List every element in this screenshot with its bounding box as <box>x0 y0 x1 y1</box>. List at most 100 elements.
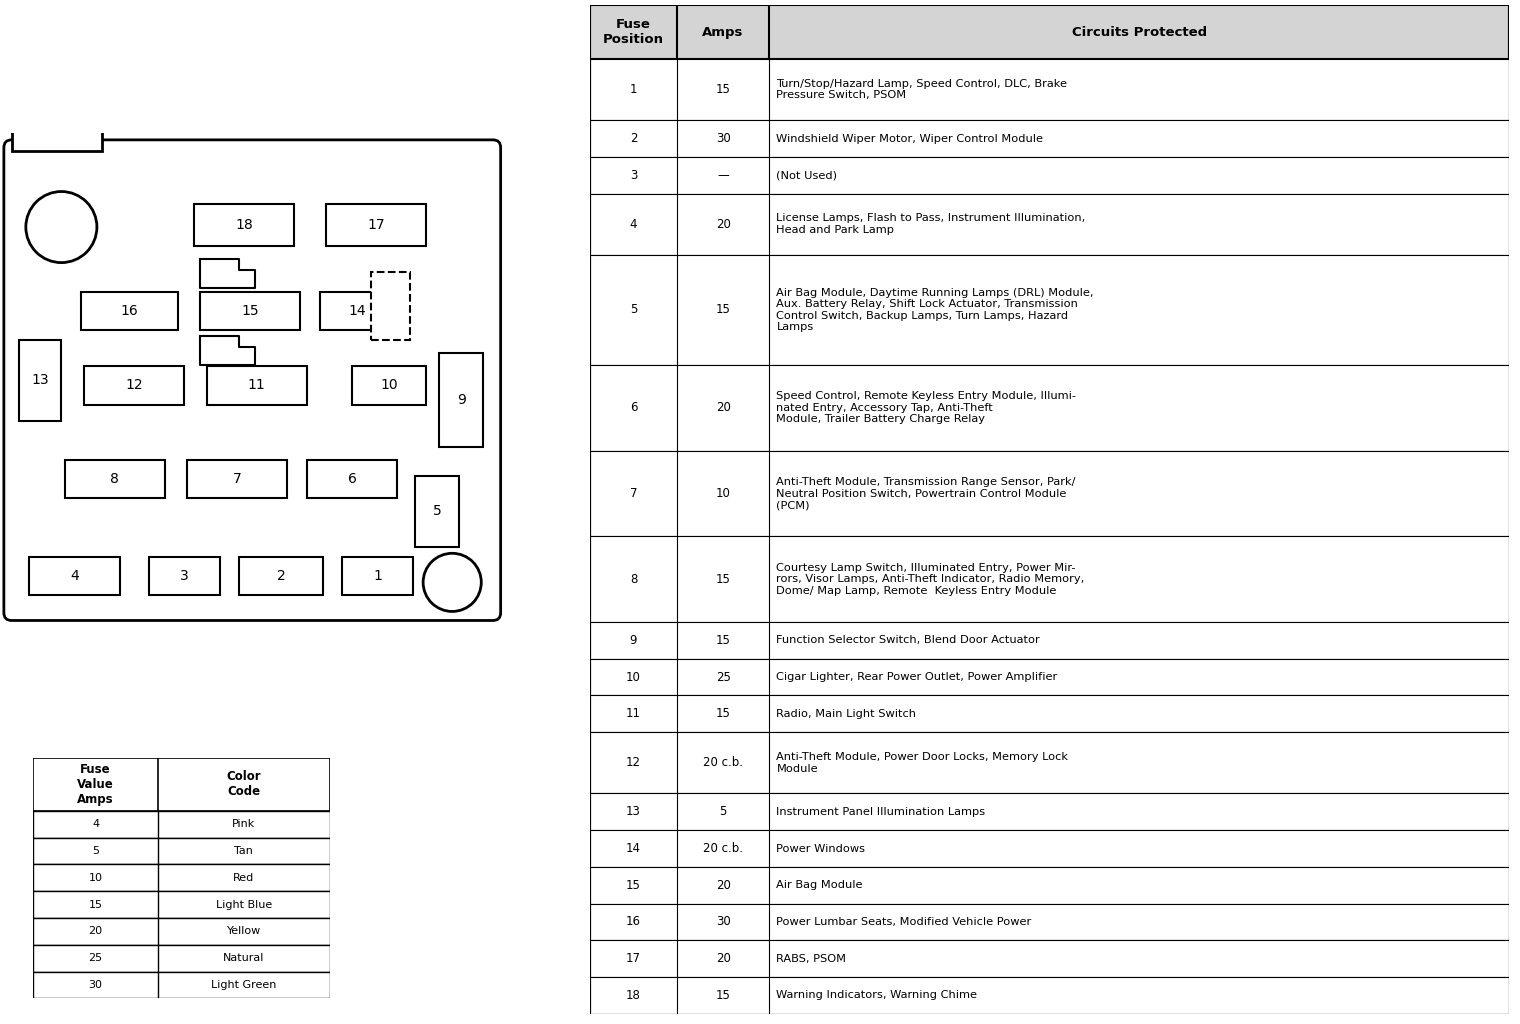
Bar <box>33 891 330 918</box>
Text: 6: 6 <box>348 472 357 486</box>
Text: License Lamps, Flash to Pass, Instrument Illumination,
Head and Park Lamp: License Lamps, Flash to Pass, Instrument… <box>777 213 1085 236</box>
Text: Amps: Amps <box>702 26 743 39</box>
Text: 16: 16 <box>120 304 138 318</box>
Bar <box>439 353 483 446</box>
Text: 15: 15 <box>716 989 731 1001</box>
Text: 13: 13 <box>32 374 49 387</box>
Text: Power Windows: Power Windows <box>777 844 865 854</box>
Text: 15: 15 <box>626 879 641 892</box>
Text: 15: 15 <box>716 83 731 96</box>
Bar <box>33 758 330 811</box>
Text: Radio, Main Light Switch: Radio, Main Light Switch <box>777 709 917 719</box>
Bar <box>590 157 1509 194</box>
Bar <box>415 476 459 547</box>
Bar <box>193 205 293 247</box>
Text: 20: 20 <box>716 952 731 966</box>
Bar <box>590 658 1509 695</box>
Text: 15: 15 <box>88 899 103 909</box>
Text: 17: 17 <box>626 952 641 966</box>
Text: 8: 8 <box>111 472 119 486</box>
Bar <box>590 120 1509 157</box>
Text: 20: 20 <box>716 879 731 892</box>
Bar <box>590 794 1509 830</box>
Bar <box>590 732 1509 794</box>
Text: —: — <box>717 169 730 182</box>
Text: Speed Control, Remote Keyless Entry Module, Illumi-
nated Entry, Accessory Tap, : Speed Control, Remote Keyless Entry Modu… <box>777 391 1076 424</box>
Text: 11: 11 <box>248 378 266 392</box>
Text: 14: 14 <box>348 304 366 318</box>
Text: 25: 25 <box>88 953 103 964</box>
Text: Yellow: Yellow <box>226 927 261 936</box>
Bar <box>149 556 220 595</box>
Text: 5: 5 <box>719 805 727 818</box>
Text: 18: 18 <box>626 989 641 1001</box>
Bar <box>64 460 164 499</box>
Text: 15: 15 <box>242 304 258 318</box>
Bar <box>20 340 61 421</box>
Text: Courtesy Lamp Switch, Illuminated Entry, Power Mir-
rors, Visor Lamps, Anti-Thef: Courtesy Lamp Switch, Illuminated Entry,… <box>777 562 1085 596</box>
Text: 16: 16 <box>626 915 641 929</box>
Text: 10: 10 <box>716 487 731 500</box>
Bar <box>590 695 1509 732</box>
Bar <box>371 272 410 340</box>
Text: 9: 9 <box>458 393 465 407</box>
Circle shape <box>423 553 482 611</box>
Text: 20 c.b.: 20 c.b. <box>704 842 743 855</box>
Text: 18: 18 <box>236 218 252 232</box>
Bar <box>81 292 178 331</box>
Bar <box>33 945 330 972</box>
Text: Anti-Theft Module, Transmission Range Sensor, Park/
Neutral Position Switch, Pow: Anti-Theft Module, Transmission Range Se… <box>777 477 1076 510</box>
Text: 15: 15 <box>716 708 731 720</box>
Text: 2: 2 <box>629 132 637 145</box>
Text: 3: 3 <box>179 569 188 583</box>
Bar <box>590 365 1509 451</box>
Text: 5: 5 <box>433 504 442 518</box>
Text: 15: 15 <box>716 634 731 647</box>
Text: Fuse
Position: Fuse Position <box>603 18 664 46</box>
Text: 30: 30 <box>88 980 103 990</box>
Text: 4: 4 <box>70 569 79 583</box>
Text: Color
Code: Color Code <box>226 770 261 799</box>
Text: 10: 10 <box>626 671 641 684</box>
Text: 10: 10 <box>380 378 398 392</box>
Text: Red: Red <box>233 872 254 883</box>
Text: 9: 9 <box>629 634 637 647</box>
Text: Air Bag Module: Air Bag Module <box>777 881 863 890</box>
Bar <box>590 59 1509 120</box>
Bar <box>33 972 330 998</box>
Text: 3: 3 <box>629 169 637 182</box>
Bar <box>590 537 1509 622</box>
Text: 12: 12 <box>626 757 641 769</box>
Bar <box>590 903 1509 940</box>
Bar <box>84 366 184 404</box>
FancyBboxPatch shape <box>5 140 500 621</box>
Text: 5: 5 <box>93 846 99 856</box>
Text: 20 c.b.: 20 c.b. <box>704 757 743 769</box>
Bar <box>29 556 120 595</box>
Bar <box>327 205 426 247</box>
Text: 2: 2 <box>277 569 286 583</box>
Bar <box>342 556 413 595</box>
Text: 4: 4 <box>93 819 99 829</box>
Bar <box>590 867 1509 903</box>
Text: 30: 30 <box>716 915 731 929</box>
Text: Function Selector Switch, Blend Door Actuator: Function Selector Switch, Blend Door Act… <box>777 636 1040 645</box>
Bar <box>307 460 397 499</box>
Bar <box>239 556 322 595</box>
Bar <box>207 366 307 404</box>
Text: 7: 7 <box>233 472 242 486</box>
Text: Pink: Pink <box>233 819 255 829</box>
Bar <box>187 460 287 499</box>
Bar <box>590 5 1509 59</box>
Text: Natural: Natural <box>223 953 264 964</box>
Text: Anti-Theft Module, Power Door Locks, Memory Lock
Module: Anti-Theft Module, Power Door Locks, Mem… <box>777 752 1069 773</box>
Text: Fuse
Value
Amps: Fuse Value Amps <box>78 763 114 806</box>
Bar <box>33 918 330 945</box>
Text: Air Bag Module, Daytime Running Lamps (DRL) Module,
Aux. Battery Relay, Shift Lo: Air Bag Module, Daytime Running Lamps (D… <box>777 288 1094 333</box>
Text: 10: 10 <box>88 872 103 883</box>
Bar <box>590 255 1509 365</box>
Text: 8: 8 <box>629 572 637 586</box>
Bar <box>590 940 1509 977</box>
Text: 20: 20 <box>88 927 103 936</box>
Text: 12: 12 <box>125 378 143 392</box>
